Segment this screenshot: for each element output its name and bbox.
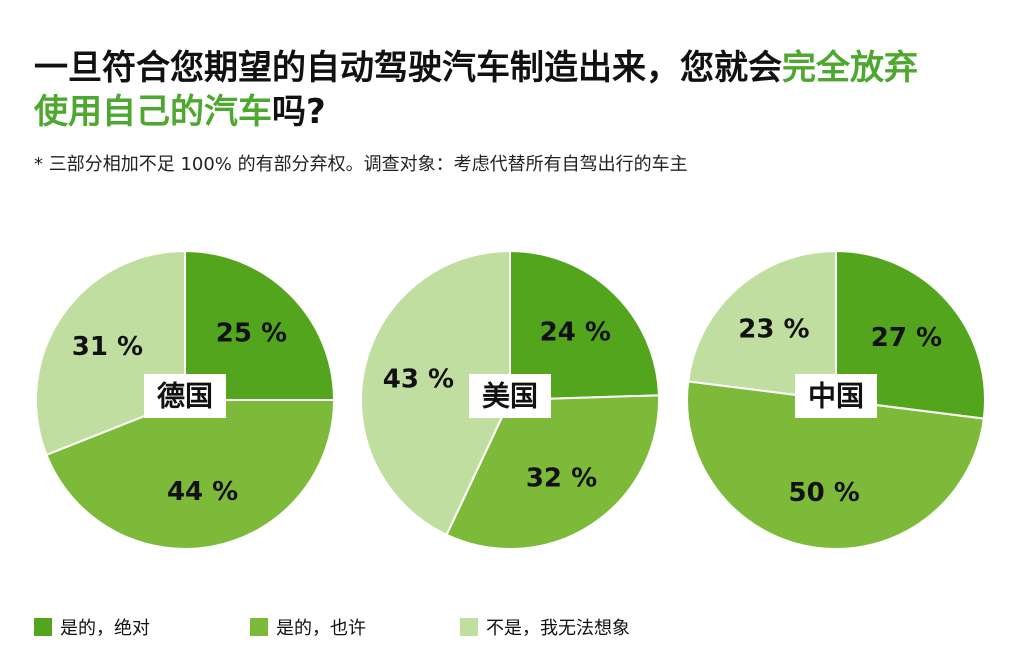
pie-slice-germany-yes-definitely — [184, 249, 336, 401]
data-label-germany-yes-maybe: 44 % — [167, 477, 238, 507]
data-label-usa-no: 43 % — [383, 365, 454, 395]
country-label-box-china — [795, 374, 877, 418]
legend-item-yes-definitely: 是的，绝对 — [34, 614, 250, 640]
chart-subtitle: * 三部分相加不足 100% 的有部分弃权。调查对象：考虑代替所有自驾出行的车主 — [34, 154, 688, 175]
pie-slice-germany-yes-maybe — [45, 399, 336, 550]
country-label-box-germany — [144, 374, 226, 418]
title-highlight-1: 完全放弃 — [782, 48, 918, 88]
legend-item-yes-maybe: 是的，也许 — [250, 614, 460, 640]
pie-germany: 25 % 44 % 31 % 德国 — [35, 249, 336, 550]
pie-usa: 24 % 32 % 43 % 美国 — [360, 249, 660, 550]
title-highlight-2: 使用自己的汽车 — [34, 92, 272, 132]
country-label-box-usa — [469, 374, 551, 418]
legend-swatch-no — [460, 618, 478, 636]
data-label-usa-yes-definitely: 24 % — [540, 318, 611, 348]
legend-label-yes-definitely: 是的，绝对 — [60, 618, 150, 639]
legend: 是的，绝对 是的，也许 不是，我无法想象 — [34, 612, 630, 642]
country-label-usa: 美国 — [482, 380, 538, 413]
data-label-china-yes-maybe: 50 % — [789, 478, 860, 508]
country-label-china: 中国 — [808, 380, 864, 413]
pie-slice-usa-yes-maybe — [445, 394, 660, 550]
data-label-usa-yes-maybe: 32 % — [526, 464, 597, 494]
legend-swatch-yes-maybe — [250, 618, 268, 636]
data-label-germany-no: 31 % — [72, 332, 143, 362]
pie-china: 27 % 50 % 23 % 中国 — [686, 249, 986, 550]
data-label-germany-yes-definitely: 25 % — [216, 319, 287, 349]
data-label-china-yes-definitely: 27 % — [871, 323, 942, 353]
legend-swatch-yes-definitely — [34, 618, 52, 636]
pie-slice-usa-no — [360, 249, 511, 537]
pie-slice-china-yes-maybe — [686, 380, 985, 550]
title-part-4: 吗? — [272, 92, 326, 132]
country-label-germany: 德国 — [157, 380, 213, 413]
legend-label-no: 不是，我无法想象 — [486, 618, 630, 639]
legend-item-no: 不是，我无法想象 — [460, 614, 630, 640]
data-label-china-no: 23 % — [738, 315, 809, 345]
pie-slice-usa-yes-definitely — [509, 249, 660, 402]
title-part-1: 一旦符合您期望的自动驾驶汽车制造出来，您就会 — [34, 48, 782, 88]
legend-label-yes-maybe: 是的，也许 — [276, 618, 366, 639]
chart-title: 一旦符合您期望的自动驾驶汽车制造出来，您就会完全放弃使用自己的汽车吗? — [34, 46, 1004, 134]
pie-slice-china-no — [687, 249, 837, 402]
